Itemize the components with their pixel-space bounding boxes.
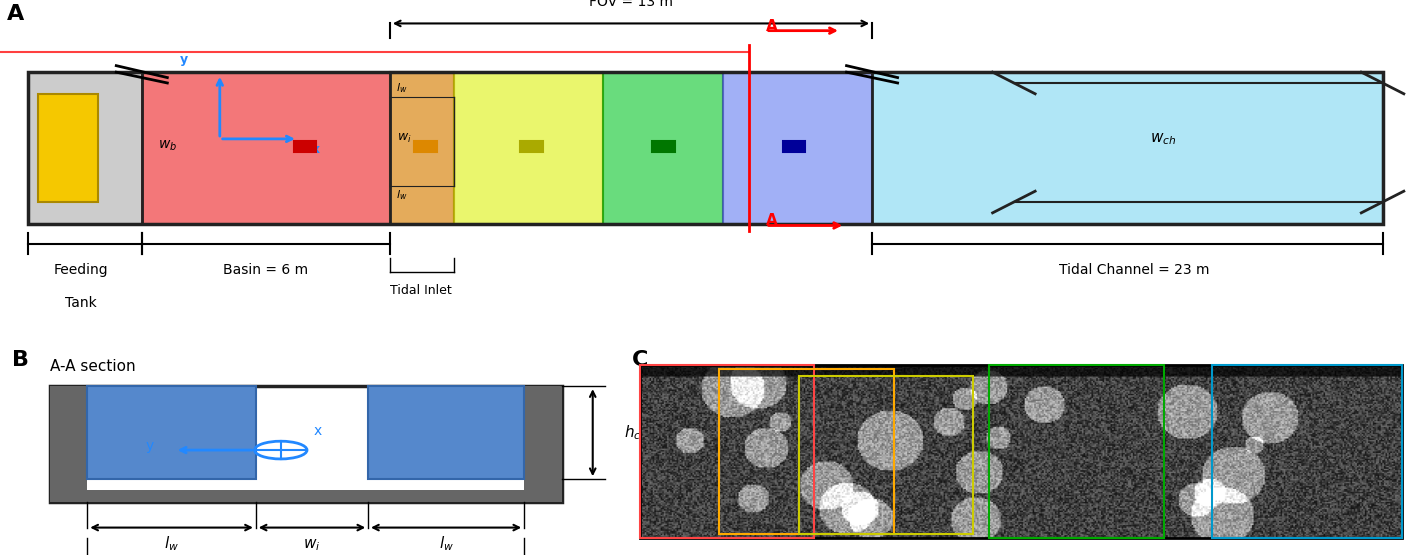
Text: A: A bbox=[7, 4, 24, 24]
Bar bbox=[723, 72, 872, 224]
Text: y: y bbox=[180, 53, 189, 66]
Text: $l_w$: $l_w$ bbox=[164, 534, 179, 553]
Text: $l_w$: $l_w$ bbox=[396, 188, 407, 201]
Bar bbox=[719, 370, 893, 534]
Bar bbox=[50, 386, 88, 502]
Bar bbox=[783, 140, 805, 152]
Bar bbox=[88, 386, 255, 479]
Bar bbox=[454, 72, 603, 224]
Text: A: A bbox=[766, 214, 777, 229]
Text: $w_i$: $w_i$ bbox=[303, 538, 320, 553]
Text: Tank: Tank bbox=[65, 296, 96, 310]
Bar bbox=[652, 140, 675, 152]
Bar bbox=[872, 72, 1383, 224]
Bar bbox=[142, 72, 390, 224]
Text: y: y bbox=[146, 439, 155, 453]
Text: $h_{ch}$: $h_{ch}$ bbox=[624, 423, 648, 442]
Bar bbox=[28, 72, 1383, 224]
Text: C: C bbox=[632, 350, 648, 370]
Text: A: A bbox=[766, 19, 777, 34]
Bar bbox=[50, 490, 562, 502]
Bar bbox=[798, 376, 973, 534]
Bar bbox=[525, 386, 562, 502]
Bar bbox=[640, 365, 1402, 538]
Bar bbox=[640, 365, 814, 538]
Text: $l_w$: $l_w$ bbox=[396, 82, 407, 95]
Bar bbox=[294, 140, 316, 152]
Bar bbox=[390, 72, 454, 224]
Text: $w_{ch}$: $w_{ch}$ bbox=[1150, 131, 1176, 147]
Bar bbox=[369, 386, 525, 479]
Bar bbox=[414, 140, 437, 152]
Bar bbox=[1211, 365, 1402, 538]
Bar bbox=[520, 140, 543, 152]
Text: $w_b$: $w_b$ bbox=[157, 139, 177, 153]
Text: x: x bbox=[313, 424, 322, 438]
Bar bbox=[990, 365, 1164, 538]
Text: FOV = 13 m: FOV = 13 m bbox=[588, 0, 674, 9]
Bar bbox=[50, 386, 562, 502]
Text: Tidal Inlet: Tidal Inlet bbox=[390, 284, 452, 297]
Text: $l_w$: $l_w$ bbox=[438, 534, 454, 553]
Text: Feeding: Feeding bbox=[54, 263, 108, 277]
Bar bbox=[38, 94, 98, 202]
Bar bbox=[390, 72, 454, 224]
Text: $w_i$: $w_i$ bbox=[397, 132, 411, 145]
Text: A-A section: A-A section bbox=[50, 359, 136, 374]
Bar bbox=[28, 72, 142, 224]
Text: B: B bbox=[13, 350, 30, 370]
Text: Tidal Channel = 23 m: Tidal Channel = 23 m bbox=[1059, 263, 1210, 277]
Bar bbox=[28, 72, 1383, 224]
Text: Basin = 6 m: Basin = 6 m bbox=[223, 263, 308, 277]
Bar bbox=[603, 72, 723, 224]
Text: x: x bbox=[312, 143, 320, 157]
